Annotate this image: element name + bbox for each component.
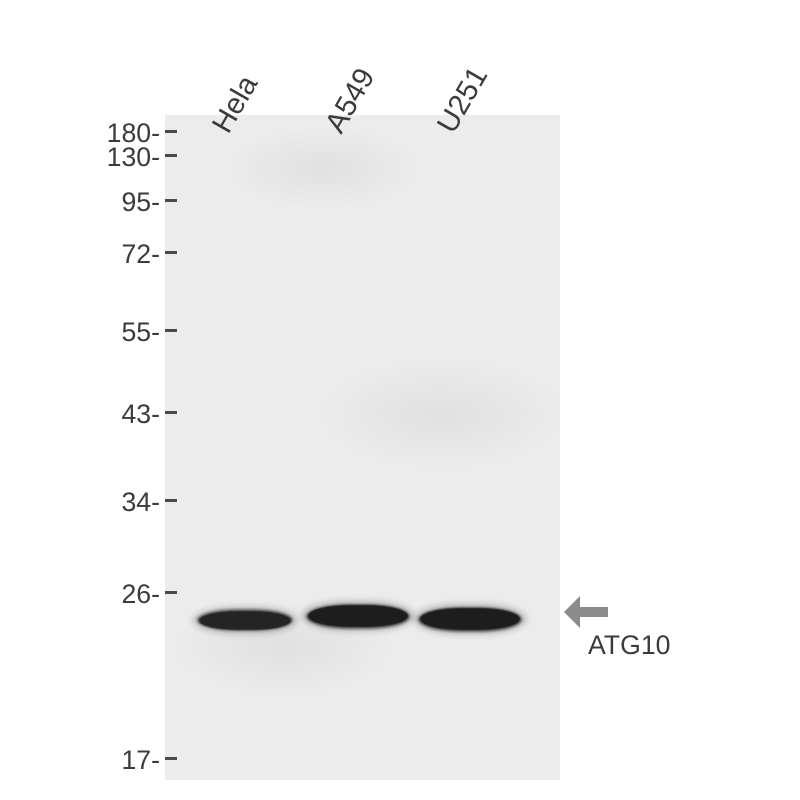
arrow-head-icon xyxy=(564,596,580,628)
band-arrow xyxy=(0,0,800,800)
blot-figure: HelaA549U251 180-130-95-72-55-43-34-26-1… xyxy=(0,0,800,800)
arrow-shaft xyxy=(580,607,608,617)
target-protein-label: ATG10 xyxy=(588,630,670,661)
